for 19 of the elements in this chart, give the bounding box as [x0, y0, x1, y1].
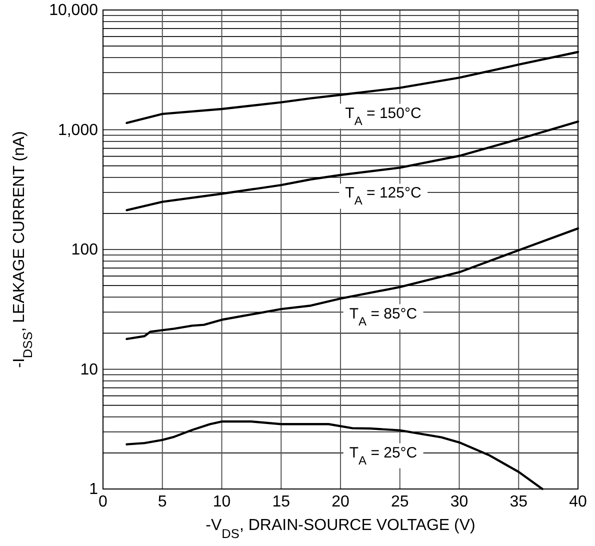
x-tick-label: 40 — [569, 493, 587, 510]
y-tick-label: 100 — [71, 242, 98, 259]
series-label: T$_{A}$ = 85°C — [349, 305, 418, 328]
x-tick-label: 20 — [332, 493, 350, 510]
series-label: T$_{A}$ = 150°C — [345, 104, 422, 128]
series-label: T$_{A}$ = 25°C — [349, 444, 418, 468]
x-tick-label: 35 — [510, 493, 528, 510]
x-tick-label: 5 — [158, 493, 167, 510]
x-tick-label: 30 — [450, 493, 468, 510]
x-tick-label: 25 — [390, 493, 409, 510]
x-tick-label: 0 — [98, 493, 108, 510]
x-tick-label: 15 — [272, 493, 290, 510]
x-tick-label: 10 — [212, 493, 231, 510]
x-axis-title: -V$_{DS}$, DRAIN-SOURCE VOLTAGE (V) — [206, 517, 476, 540]
y-tick-label: 1,000 — [58, 122, 98, 139]
series-label: T$_{A}$ = 125°C — [345, 184, 422, 208]
y-tick-label: 10 — [80, 361, 98, 378]
y-tick-label: 10,000 — [49, 2, 98, 20]
y-tick-label: 1 — [89, 481, 98, 498]
